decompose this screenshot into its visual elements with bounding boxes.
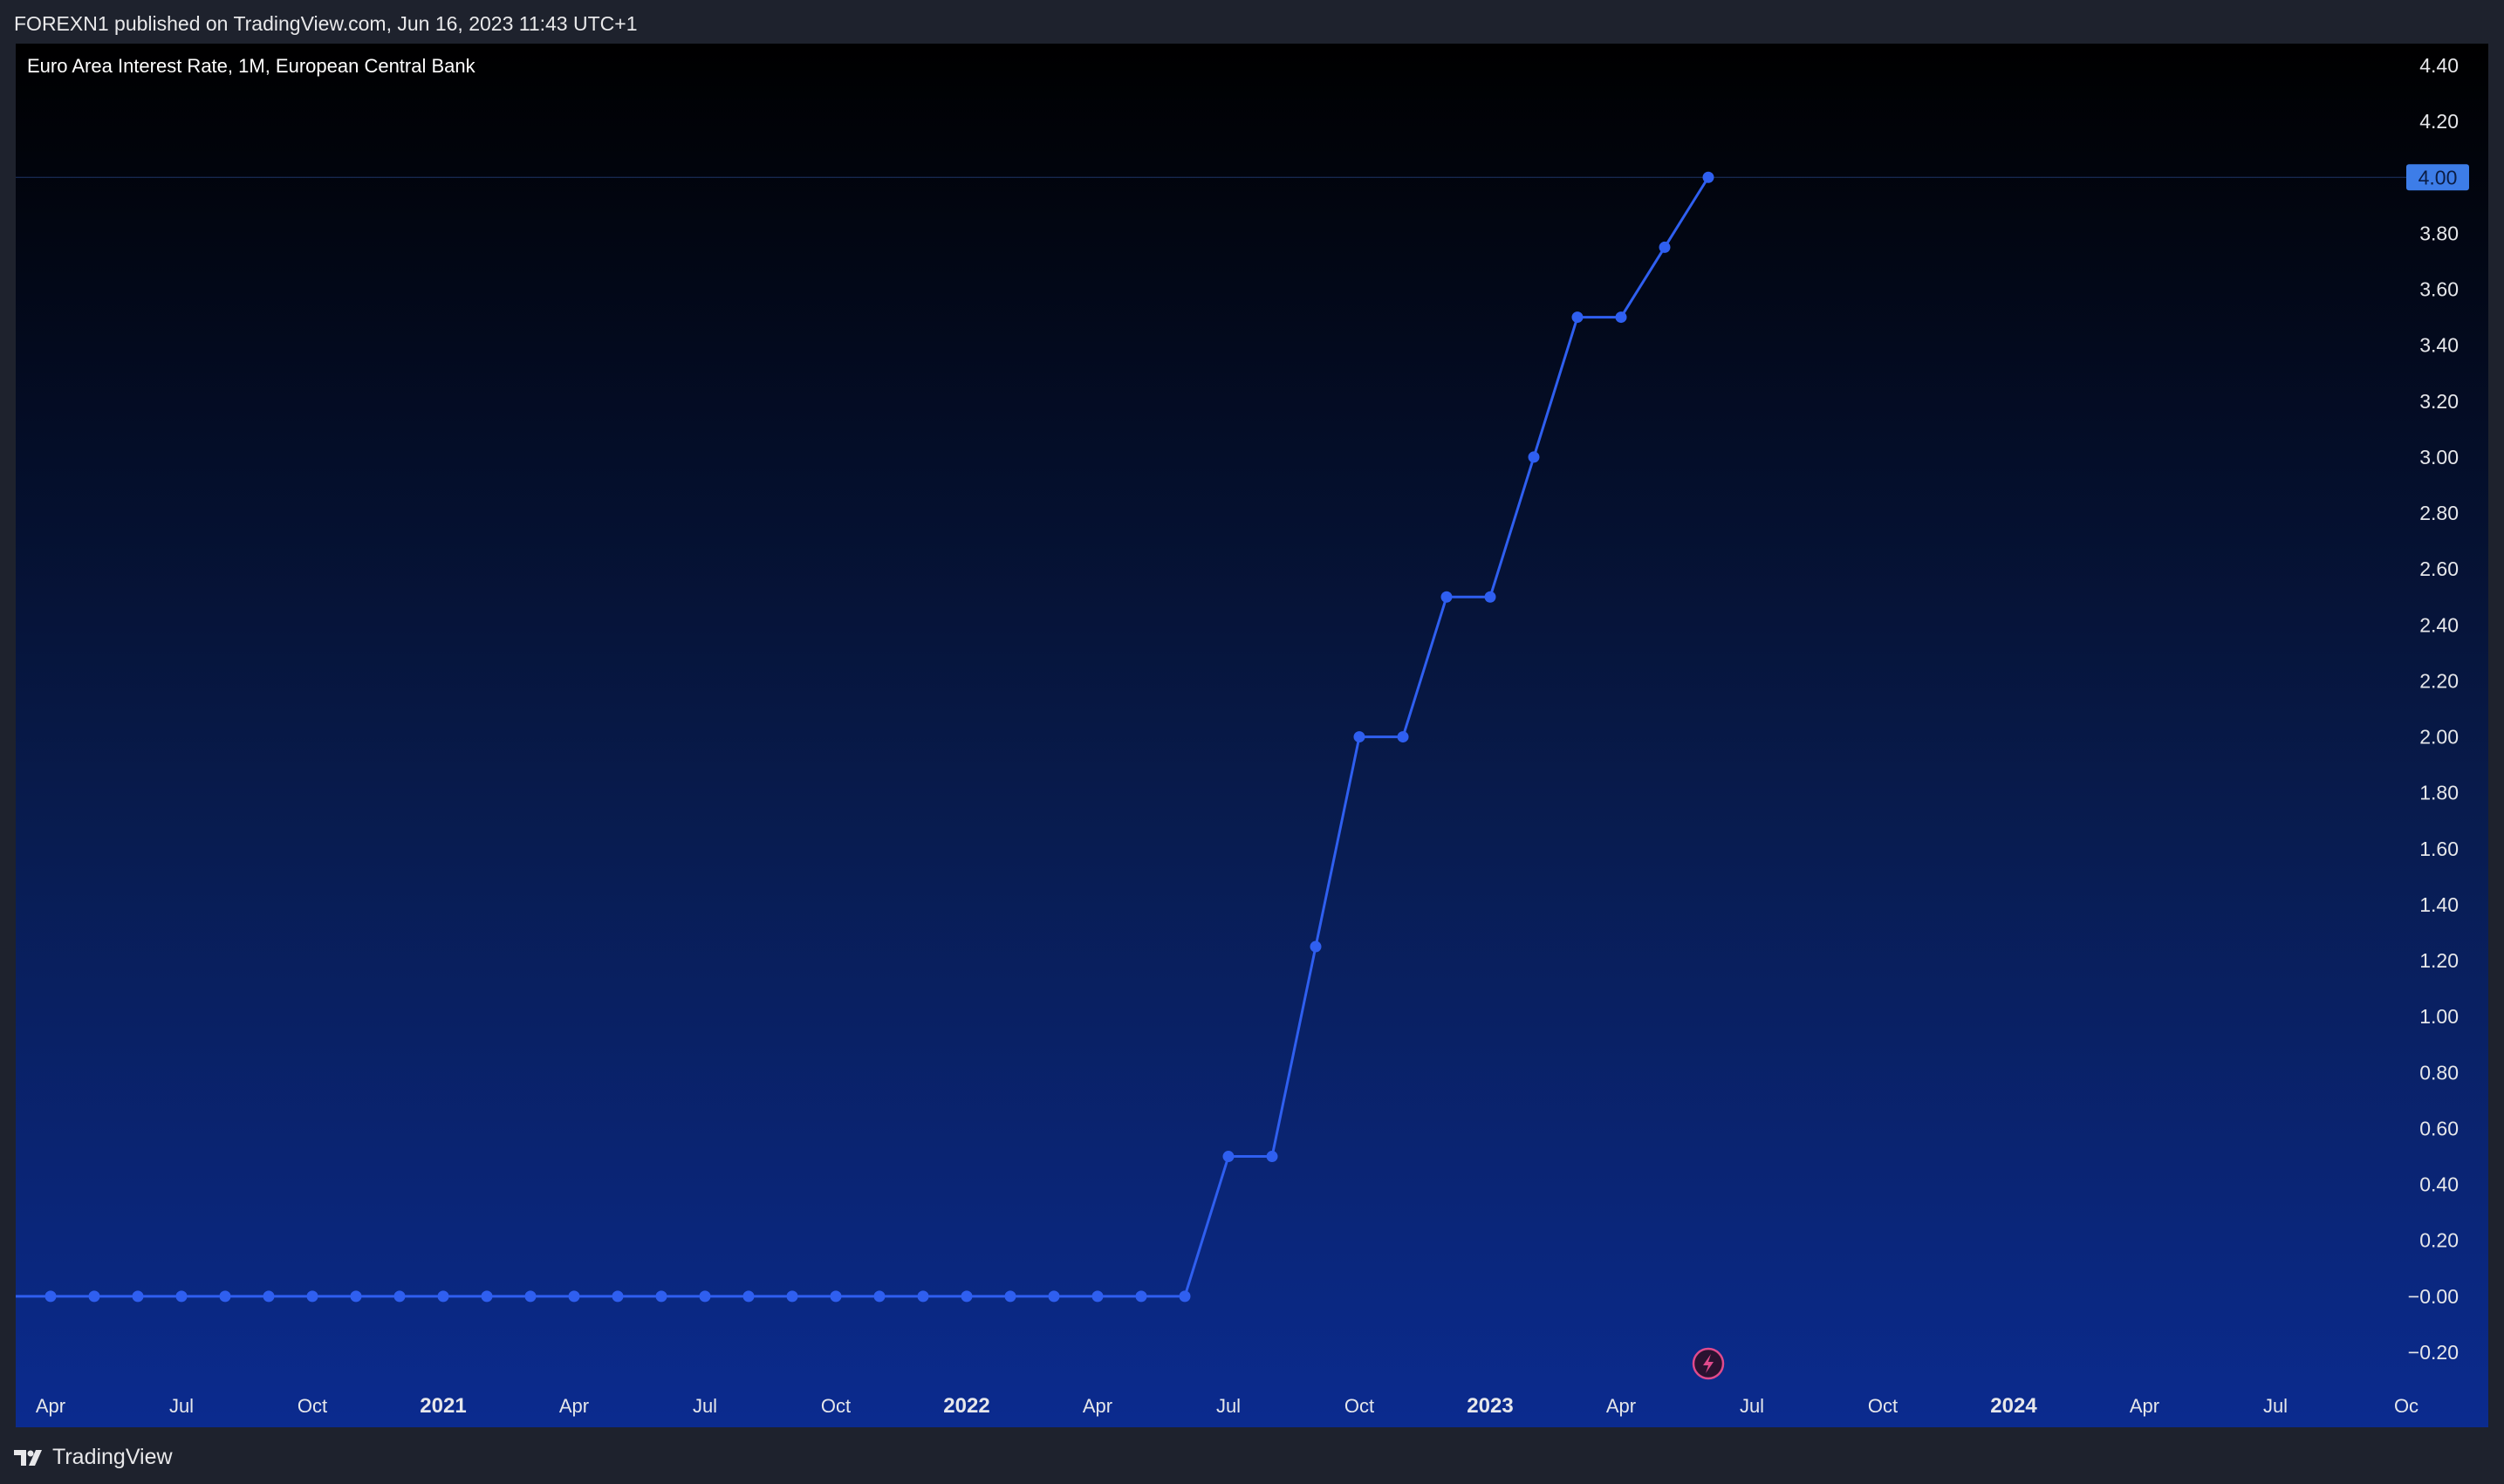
data-point[interactable] <box>1571 311 1584 324</box>
x-tick-label: Jul <box>2263 1395 2288 1417</box>
data-point[interactable] <box>1135 1290 1147 1303</box>
x-tick-label: Oct <box>821 1395 851 1417</box>
x-tick-label: Jul <box>1740 1395 1764 1417</box>
data-point[interactable] <box>1222 1151 1235 1163</box>
data-point[interactable] <box>1397 731 1409 743</box>
data-point[interactable] <box>699 1290 711 1303</box>
data-point[interactable] <box>1659 241 1671 253</box>
data-point[interactable] <box>568 1290 580 1303</box>
y-tick-label: −0.00 <box>2408 1285 2459 1308</box>
data-point[interactable] <box>1179 1290 1191 1303</box>
x-tick-label: Apr <box>36 1395 65 1417</box>
y-tick-label: 1.20 <box>2419 949 2459 972</box>
data-point[interactable] <box>132 1290 144 1303</box>
y-tick-label: 3.40 <box>2419 334 2459 357</box>
data-point[interactable] <box>1615 311 1627 324</box>
data-point[interactable] <box>786 1290 798 1303</box>
data-point[interactable] <box>1484 591 1496 603</box>
data-point[interactable] <box>1310 940 1322 953</box>
y-tick-label: 4.20 <box>2419 110 2459 133</box>
series-layer: 4.00 <box>16 164 2469 1303</box>
data-point[interactable] <box>393 1290 406 1303</box>
tradingview-logo-icon <box>14 1449 42 1466</box>
publish-header: FOREXN1 published on TradingView.com, Ju… <box>0 0 2504 44</box>
footer-bar: TradingView <box>0 1427 2504 1484</box>
data-point[interactable] <box>830 1290 842 1303</box>
x-tick-label: Apr <box>1606 1395 1636 1417</box>
data-point[interactable] <box>263 1290 275 1303</box>
data-point[interactable] <box>612 1290 624 1303</box>
data-point[interactable] <box>481 1290 493 1303</box>
data-point[interactable] <box>1091 1290 1104 1303</box>
x-tick-label: Oct <box>1868 1395 1898 1417</box>
data-point[interactable] <box>437 1290 449 1303</box>
data-point[interactable] <box>88 1290 100 1303</box>
y-tick-label: 1.00 <box>2419 1005 2459 1028</box>
y-tick-label: 0.60 <box>2419 1117 2459 1139</box>
time-axis[interactable]: Apr Jul Oct 2021 Apr Jul Oct 2022 Apr Jul Oct 2023 A… <box>36 1394 2418 1418</box>
x-tick-label: Oc <box>2394 1395 2418 1417</box>
y-tick-label: 3.00 <box>2419 446 2459 468</box>
x-tick-label: Apr <box>559 1395 589 1417</box>
x-tick-label: 2021 <box>420 1394 466 1418</box>
data-point[interactable] <box>1528 451 1540 463</box>
x-tick-label: 2024 <box>1990 1394 2037 1418</box>
data-point[interactable] <box>742 1290 755 1303</box>
data-point[interactable] <box>44 1290 57 1303</box>
y-tick-label: 3.80 <box>2419 222 2459 244</box>
published-info-text: FOREXN1 published on TradingView.com, Ju… <box>14 12 638 35</box>
data-point[interactable] <box>1004 1290 1016 1303</box>
last-value-badge-bg <box>2406 164 2469 191</box>
footer-brand-text: TradingView <box>52 1445 173 1469</box>
y-tick-label: 2.80 <box>2419 502 2459 524</box>
data-point[interactable] <box>175 1290 188 1303</box>
data-point[interactable] <box>1702 171 1714 183</box>
lightning-event-icon[interactable] <box>1692 1347 1725 1380</box>
x-tick-label: Jul <box>1216 1395 1241 1417</box>
y-tick-label: 2.20 <box>2419 669 2459 692</box>
data-point[interactable] <box>1440 591 1453 603</box>
y-tick-label: 2.40 <box>2419 613 2459 636</box>
data-point[interactable] <box>961 1290 973 1303</box>
x-tick-label: Apr <box>1083 1395 1112 1417</box>
y-tick-label: 3.60 <box>2419 278 2459 301</box>
chart-canvas[interactable]: Euro Area Interest Rate, 1M, European Ce… <box>16 44 2488 1427</box>
data-point[interactable] <box>1048 1290 1060 1303</box>
chart-panel[interactable]: Euro Area Interest Rate, 1M, European Ce… <box>16 44 2488 1427</box>
last-value-label: 4.00 <box>2418 166 2458 188</box>
price-axis[interactable]: 4.40 4.20 4.00 3.80 3.60 3.40 3.20 3.00 2.80 2.60… <box>2408 54 2459 1364</box>
y-tick-label: 2.60 <box>2419 557 2459 580</box>
chart-legend-title: Euro Area Interest Rate, 1M, European Ce… <box>27 55 476 77</box>
x-tick-label: Apr <box>2130 1395 2159 1417</box>
y-tick-label: 1.60 <box>2419 838 2459 860</box>
y-tick-label: 0.20 <box>2419 1229 2459 1252</box>
x-tick-label: Oct <box>298 1395 327 1417</box>
y-tick-label: 2.00 <box>2419 726 2459 749</box>
x-tick-label: Oct <box>1344 1395 1374 1417</box>
tradingview-brand[interactable]: TradingView <box>14 1445 173 1470</box>
data-point[interactable] <box>350 1290 362 1303</box>
x-tick-label: 2022 <box>943 1394 989 1418</box>
data-point[interactable] <box>219 1290 231 1303</box>
data-point[interactable] <box>1266 1151 1278 1163</box>
data-point[interactable] <box>306 1290 318 1303</box>
y-tick-label: 1.40 <box>2419 893 2459 916</box>
y-tick-label: 4.40 <box>2419 54 2459 77</box>
y-tick-label: 0.80 <box>2419 1061 2459 1084</box>
last-value-badge: 4.00 <box>2406 164 2469 191</box>
y-tick-label: 3.20 <box>2419 390 2459 413</box>
data-point[interactable] <box>655 1290 667 1303</box>
x-tick-label: 2023 <box>1467 1394 1513 1418</box>
data-point[interactable] <box>873 1290 886 1303</box>
series-line <box>16 176 1710 1298</box>
data-point[interactable] <box>1353 731 1365 743</box>
y-tick-label: −0.20 <box>2408 1341 2459 1364</box>
y-tick-label: 1.80 <box>2419 782 2459 804</box>
y-tick-label: 0.40 <box>2419 1173 2459 1196</box>
data-point[interactable] <box>917 1290 929 1303</box>
x-tick-label: Jul <box>693 1395 717 1417</box>
data-point[interactable] <box>524 1290 537 1303</box>
x-tick-label: Jul <box>169 1395 194 1417</box>
